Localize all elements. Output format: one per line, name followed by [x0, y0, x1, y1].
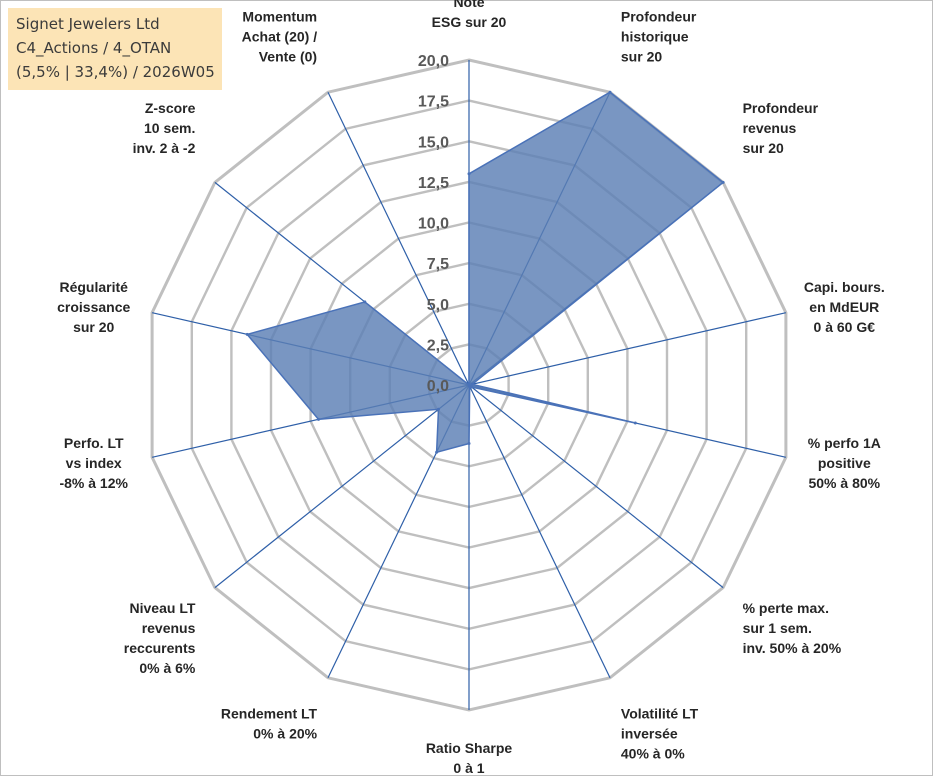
tick-label: 7,5: [427, 256, 449, 273]
axis-label-line: inv. 50% à 20%: [743, 640, 842, 656]
axis-label: Capi. bours. en MdEUR 0 à 60 G€: [804, 279, 885, 335]
data-point: [437, 407, 440, 411]
axis-label-line: Ratio Sharpe: [426, 740, 513, 756]
axis-label-line: Capi. bours.: [804, 279, 885, 295]
axis-label-line: reccurents: [124, 640, 196, 656]
axis-label-line: Z-score: [145, 100, 196, 116]
data-point: [467, 172, 471, 176]
tick-label: 20,0: [418, 53, 449, 70]
info-box: Signet Jewelers Ltd C4_Actions / 4_OTAN …: [8, 8, 222, 90]
axis-label-line: Profondeur: [621, 9, 697, 25]
axis-label: Ratio Sharpe 0 à 1: [426, 740, 513, 776]
tick-label: 17,5: [418, 94, 449, 111]
axis-label: % perfo 1A positive 50% à 80%: [808, 435, 881, 491]
axis-label-line: Rendement LT: [221, 705, 318, 721]
axis-label: Perfo. LT vs index -8% à 12%: [59, 435, 128, 491]
axis-label-line: sur 20: [743, 140, 784, 156]
axis-label: Régularité croissance sur 20: [57, 279, 130, 335]
axis-label-line: 50% à 80%: [808, 475, 880, 491]
axis-label-line: positive: [818, 455, 871, 471]
data-point: [721, 180, 725, 184]
axis-label-line: % perte max.: [743, 600, 829, 616]
axis-spoke: [468, 312, 787, 386]
axis-label-line: 0 à 1: [453, 760, 484, 776]
radar-series: [245, 90, 725, 454]
axis-spoke: [468, 384, 724, 589]
data-point: [467, 383, 471, 387]
axis-label-line: sur 20: [621, 49, 662, 65]
tick-label: 5,0: [427, 297, 449, 314]
axis-label-line: Perfo. LT: [64, 435, 124, 451]
tick-label: 2,5: [427, 337, 449, 354]
axis-label: Niveau LT revenus reccurents 0% à 6%: [124, 600, 196, 676]
axis-label: Note ESG sur 20: [432, 0, 507, 30]
tick-label: 12,5: [418, 175, 449, 192]
data-point: [608, 90, 612, 94]
axis-label-line: Vente (0): [259, 49, 317, 65]
radial-tick-labels: 0,0 2,5 5,0 7,5 10,0 12,5 15,0 17,5 20,0: [418, 53, 449, 395]
axis-label-line: revenus: [142, 620, 196, 636]
axis-label-line: ESG sur 20: [432, 14, 507, 30]
info-stats-week: (5,5% | 33,4%) / 2026W05: [16, 63, 215, 81]
axis-label-line: Régularité: [59, 279, 128, 295]
data-point: [435, 450, 439, 454]
axis-label-line: -8% à 12%: [59, 475, 128, 491]
axis-label-line: % perfo 1A: [808, 435, 881, 451]
axis-label-line: Momentum: [242, 9, 317, 25]
data-point: [245, 332, 249, 336]
axis-label-line: inversée: [621, 725, 678, 741]
axis-label-line: Note: [453, 0, 484, 10]
axis-spoke: [468, 384, 611, 679]
axis-label: Z-score 10 sem. inv. 2 à -2: [133, 100, 196, 156]
axis-label-line: 40% à 0%: [621, 745, 685, 761]
axis-label-line: croissance: [57, 299, 130, 315]
axis-label-line: 0 à 60 G€: [814, 319, 876, 335]
axis-label: Rendement LT 0% à 20%: [221, 705, 318, 741]
axis-label-line: revenus: [743, 120, 797, 136]
tick-label: 10,0: [418, 216, 449, 233]
axis-label-line: 0% à 20%: [253, 725, 317, 741]
category-labels: Note ESG sur 20 Profondeur historique sur 20…: [57, 0, 885, 776]
tick-label: 15,0: [418, 134, 449, 151]
axis-spoke: [327, 91, 470, 386]
info-company-name: Signet Jewelers Ltd: [16, 15, 160, 33]
data-point: [467, 442, 471, 445]
axis-label-line: Achat (20) /: [242, 29, 318, 45]
data-point: [633, 421, 637, 425]
axis-label-line: en MdEUR: [809, 299, 879, 315]
axis-label: Momentum Achat (20) / Vente (0): [242, 9, 318, 65]
axis-label: Volatilité LT inversée 40% à 0%: [621, 705, 699, 761]
axis-label: Profondeur revenus sur 20: [743, 100, 819, 156]
data-point: [317, 417, 320, 421]
axis-label-line: inv. 2 à -2: [133, 140, 196, 156]
data-point: [470, 382, 474, 386]
axis-label-line: 0% à 6%: [139, 660, 196, 676]
axis-label-line: 10 sem.: [144, 120, 195, 136]
axis-label: Profondeur historique sur 20: [621, 9, 697, 65]
axis-label-line: historique: [621, 29, 689, 45]
axis-label-line: Profondeur: [743, 100, 819, 116]
tick-label: 0,0: [427, 378, 449, 395]
axis-label-line: sur 1 sem.: [743, 620, 812, 636]
info-category: C4_Actions / 4_OTAN: [16, 39, 172, 57]
axis-label-line: Volatilité LT: [621, 705, 699, 721]
axis-label-line: sur 20: [73, 319, 114, 335]
axis-label-line: Niveau LT: [130, 600, 196, 616]
axis-label: % perte max. sur 1 sem. inv. 50% à 20%: [743, 600, 842, 656]
axis-label-line: vs index: [66, 455, 122, 471]
data-point: [363, 300, 367, 304]
axis-spoke: [214, 384, 470, 589]
